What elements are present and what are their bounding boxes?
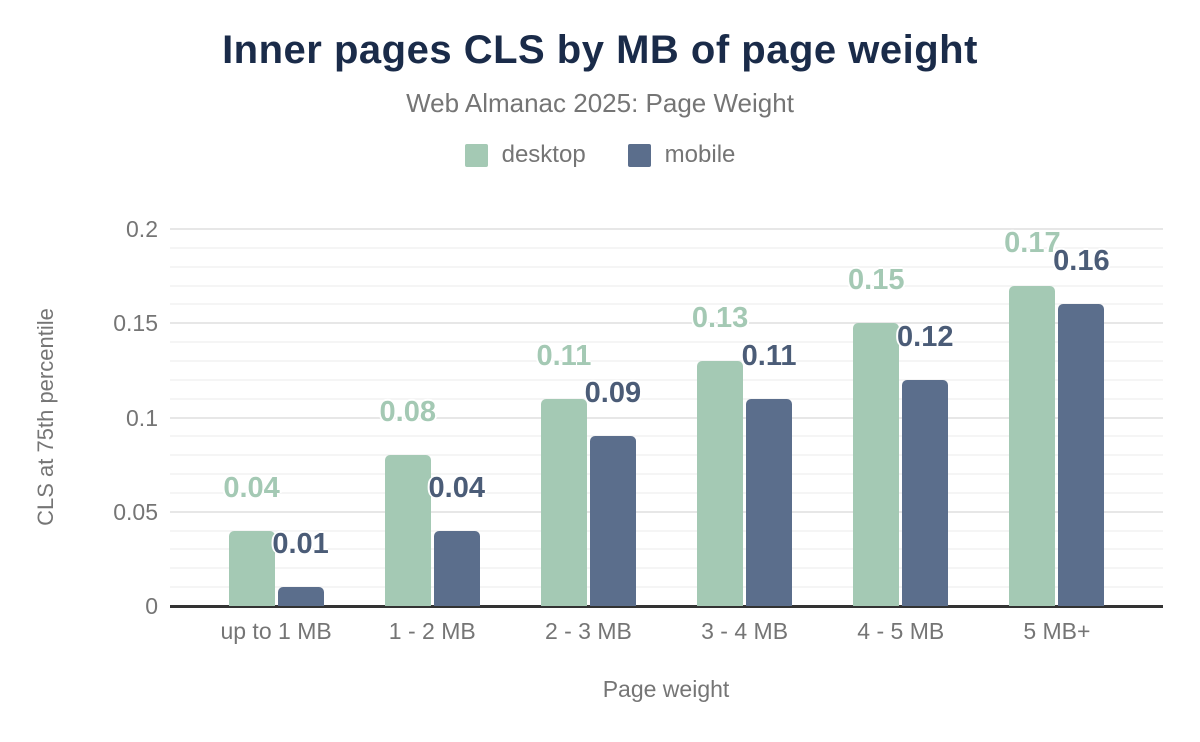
bar-value-label-mobile: 0.04 [428, 471, 485, 504]
x-tick-label: 5 MB+ [1023, 618, 1091, 644]
gridline-minor [170, 529, 1163, 532]
bar-value-label-mobile: 0.12 [897, 320, 954, 353]
x-tick-label: 3 - 4 MB [701, 618, 789, 644]
bar-value-label-mobile: 0.16 [1053, 245, 1110, 278]
y-axis-title: CLS at 75th percentile [33, 308, 58, 526]
x-tick-label: 1 - 2 MB [388, 618, 476, 644]
bar-mobile [746, 398, 793, 606]
bar-value-label-desktop: 0.15 [848, 264, 905, 297]
bar-mobile [277, 587, 324, 606]
gridline-major [170, 416, 1163, 419]
gridline-minor [170, 435, 1163, 438]
bar-value-label-mobile: 0.01 [272, 528, 329, 561]
bar-mobile [433, 530, 480, 606]
gridline-minor [170, 378, 1163, 381]
gridline-minor [170, 473, 1163, 476]
y-tick-label: 0.2 [126, 216, 158, 242]
legend-swatch-mobile [627, 143, 651, 167]
bar-mobile [1058, 304, 1105, 606]
x-tick-label: 4 - 5 MB [857, 618, 945, 644]
bar-value-label-desktop: 0.13 [691, 301, 749, 334]
y-tick-label: 0 [145, 593, 158, 619]
bar-value-label-desktop: 0.08 [379, 396, 436, 429]
bar-desktop [697, 360, 744, 606]
bar-desktop [853, 323, 900, 606]
x-tick-label: 2 - 3 MB [544, 618, 632, 644]
gridline-minor [170, 303, 1163, 306]
bar-value-label-mobile: 0.09 [584, 377, 642, 410]
gridline-minor [170, 586, 1163, 589]
bar-desktop [228, 530, 275, 606]
y-tick-label: 0.15 [113, 310, 158, 337]
bar-mobile [902, 379, 949, 606]
legend-item-mobile: mobile [627, 141, 736, 169]
bar-desktop [540, 398, 587, 606]
legend-swatch-desktop [464, 143, 488, 167]
bar-mobile [589, 436, 636, 606]
gridline-major [170, 510, 1163, 513]
gridline-minor [170, 491, 1163, 494]
bar-value-label-desktop: 0.17 [1004, 226, 1061, 259]
x-tick-label: up to 1 MB [220, 618, 332, 644]
gridline-minor [170, 454, 1163, 457]
gridline-minor [170, 284, 1163, 287]
chart-subtitle: Web Almanac 2025: Page Weight [406, 88, 794, 118]
legend-label-mobile: mobile [664, 141, 736, 168]
gridline-minor [170, 246, 1163, 249]
y-tick-label: 0.05 [113, 498, 158, 525]
gridline-major [170, 228, 1163, 230]
legend: desktop mobile [0, 141, 1200, 169]
bar-value-label-desktop: 0.11 [536, 339, 592, 372]
bar-desktop [384, 455, 431, 606]
legend-label-desktop: desktop [501, 141, 586, 168]
chart-title: Inner pages CLS by MB of page weight [222, 28, 978, 72]
gridline-minor [170, 359, 1163, 362]
x-axis-line [170, 605, 1163, 608]
gridline-minor [170, 341, 1163, 344]
gridline-major [170, 322, 1163, 325]
bar-value-label-mobile: 0.11 [741, 339, 797, 372]
x-axis-title: Page weight [602, 676, 730, 702]
legend-item-desktop: desktop [464, 141, 586, 169]
gridline-minor [170, 397, 1163, 400]
gridline-minor [170, 265, 1163, 268]
gridline-minor [170, 567, 1163, 570]
gridline-minor [170, 548, 1163, 551]
bar-desktop [1009, 285, 1056, 606]
plot-area: 0.04 0.01 0.08 0.04 0.11 0.09 0.13 0.11 0.15 0.12… [170, 226, 1163, 608]
bar-value-label-desktop: 0.04 [223, 471, 280, 504]
y-tick-label: 0.1 [126, 404, 158, 431]
